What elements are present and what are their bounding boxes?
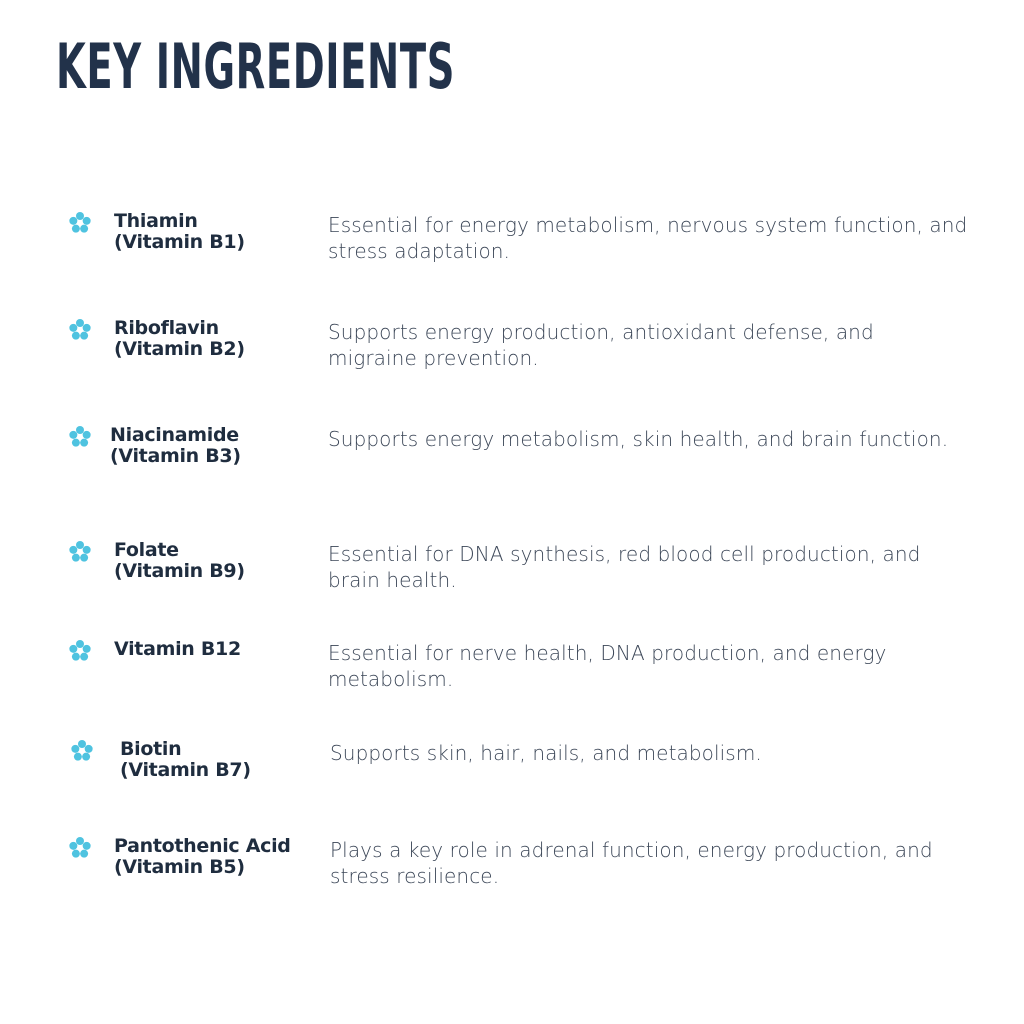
ingredient-description: Essential for DNA synthesis, red blood c… bbox=[328, 542, 921, 592]
dot bbox=[76, 640, 84, 648]
ingredient-name: Biotin (Vitamin B7) bbox=[120, 739, 251, 781]
ingredient-title: Riboflavin bbox=[114, 317, 219, 339]
dot-ring-icon bbox=[69, 541, 91, 562]
dot bbox=[69, 216, 78, 225]
dot-ring-icon bbox=[69, 640, 91, 661]
ingredient-description: Essential for energy metabolism, nervous… bbox=[328, 213, 968, 263]
ingredient-description: Essential for nerve health, DNA producti… bbox=[328, 641, 887, 691]
dot bbox=[82, 752, 91, 761]
dot bbox=[82, 644, 91, 653]
ingredient-name: Folate (Vitamin B9) bbox=[114, 540, 245, 582]
dot-ring-icon bbox=[69, 426, 91, 447]
dot bbox=[80, 224, 89, 233]
page-title: KEY INGREDIENTS bbox=[56, 30, 455, 103]
dot bbox=[76, 212, 84, 220]
dot bbox=[82, 216, 91, 225]
dot bbox=[80, 438, 89, 447]
dot bbox=[84, 744, 93, 753]
ingredient-description: Supports energy metabolism, skin health,… bbox=[328, 427, 949, 451]
ingredient-subtitle: (Vitamin B7) bbox=[120, 759, 251, 781]
ingredient-subtitle: (Vitamin B2) bbox=[114, 338, 245, 360]
dot bbox=[71, 744, 80, 753]
dot bbox=[73, 752, 82, 761]
dot bbox=[69, 545, 78, 554]
ingredient-title: Folate bbox=[114, 539, 179, 561]
dot bbox=[82, 841, 91, 850]
ingredient-description: Plays a key role in adrenal function, en… bbox=[330, 838, 933, 888]
ingredient-subtitle: (Vitamin B3) bbox=[110, 445, 241, 467]
dot bbox=[80, 331, 89, 340]
dot bbox=[82, 430, 91, 439]
dot-ring-icon bbox=[69, 319, 91, 340]
dot bbox=[71, 849, 80, 858]
dot bbox=[71, 224, 80, 233]
dot bbox=[80, 849, 89, 858]
dot bbox=[82, 323, 91, 332]
ingredient-name: Thiamin (Vitamin B1) bbox=[114, 211, 245, 253]
ingredient-title: Pantothenic Acid bbox=[114, 835, 291, 857]
dot bbox=[82, 545, 91, 554]
dot bbox=[69, 323, 78, 332]
ingredient-subtitle: (Vitamin B9) bbox=[114, 560, 245, 582]
dot bbox=[71, 652, 80, 661]
dot bbox=[78, 740, 86, 748]
ingredient-description: Supports skin, hair, nails, and metaboli… bbox=[330, 741, 762, 765]
ingredient-description: Supports energy production, antioxidant … bbox=[328, 320, 874, 370]
ingredient-title: Niacinamide bbox=[110, 424, 239, 446]
dot bbox=[76, 319, 84, 327]
dot bbox=[69, 430, 78, 439]
dot bbox=[71, 331, 80, 340]
dot bbox=[80, 553, 89, 562]
dot-ring-icon bbox=[69, 837, 91, 858]
ingredient-title: Biotin bbox=[120, 738, 182, 760]
ingredient-subtitle: (Vitamin B5) bbox=[114, 856, 245, 878]
dot bbox=[71, 438, 80, 447]
dot bbox=[69, 841, 78, 850]
ingredient-name: Riboflavin (Vitamin B2) bbox=[114, 318, 245, 360]
ingredient-title: Vitamin B12 bbox=[114, 638, 241, 660]
dot-ring-icon bbox=[71, 740, 93, 761]
ingredient-title: Thiamin bbox=[114, 210, 198, 232]
dot bbox=[76, 837, 84, 845]
dot bbox=[76, 541, 84, 549]
dot bbox=[71, 553, 80, 562]
dot bbox=[76, 426, 84, 434]
ingredient-name: Niacinamide (Vitamin B3) bbox=[110, 425, 241, 467]
ingredient-subtitle: (Vitamin B1) bbox=[114, 231, 245, 253]
dot bbox=[80, 652, 89, 661]
ingredient-name: Vitamin B12 bbox=[114, 639, 241, 660]
ingredient-name: Pantothenic Acid (Vitamin B5) bbox=[114, 836, 291, 878]
dot-ring-icon bbox=[69, 212, 91, 233]
dot bbox=[69, 644, 78, 653]
